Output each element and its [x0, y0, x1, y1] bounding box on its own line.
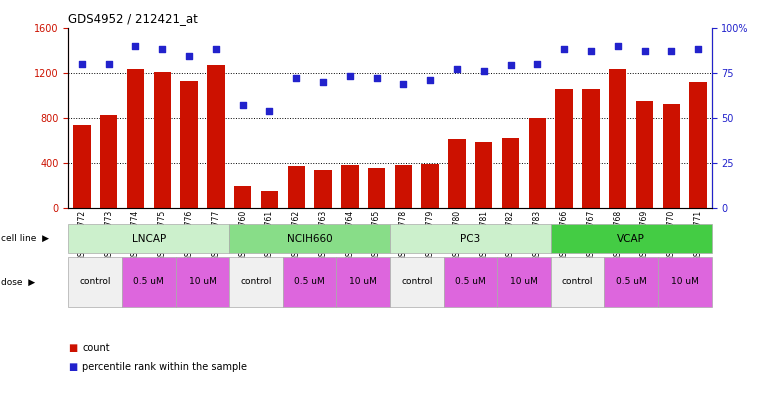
Bar [395, 165, 412, 208]
Bar [100, 114, 117, 208]
Point [344, 73, 356, 79]
Bar [422, 163, 439, 208]
Point [531, 61, 543, 67]
Bar [73, 125, 91, 208]
Bar [390, 257, 444, 307]
Bar [529, 118, 546, 208]
Point [237, 102, 249, 108]
Bar [636, 101, 653, 208]
Bar [582, 88, 600, 208]
Bar [663, 104, 680, 208]
Bar [314, 170, 332, 208]
Text: cell line  ▶: cell line ▶ [1, 234, 49, 243]
Bar [122, 257, 176, 307]
Bar [283, 257, 336, 307]
Point [612, 42, 624, 49]
Text: 0.5 uM: 0.5 uM [133, 277, 164, 286]
Text: 10 uM: 10 uM [670, 277, 699, 286]
Text: 0.5 uM: 0.5 uM [616, 277, 647, 286]
Text: NCIH660: NCIH660 [287, 234, 333, 244]
Point [210, 46, 222, 52]
Text: LNCAP: LNCAP [132, 234, 166, 244]
Bar [689, 82, 707, 208]
Bar [390, 224, 551, 253]
Text: 0.5 uM: 0.5 uM [455, 277, 486, 286]
Bar [127, 69, 144, 208]
Text: percentile rank within the sample: percentile rank within the sample [82, 362, 247, 373]
Point [585, 48, 597, 54]
Point [371, 75, 383, 81]
Point [156, 46, 168, 52]
Point [317, 79, 329, 85]
Text: PC3: PC3 [460, 234, 480, 244]
Text: 0.5 uM: 0.5 uM [295, 277, 325, 286]
Text: 10 uM: 10 uM [510, 277, 538, 286]
Point [129, 42, 142, 49]
Point [505, 62, 517, 69]
Point [103, 61, 115, 67]
Point [558, 46, 570, 52]
Bar [336, 257, 390, 307]
Bar [444, 257, 497, 307]
Bar [551, 257, 604, 307]
Point [478, 68, 490, 74]
Bar [341, 165, 358, 208]
Bar [288, 167, 305, 208]
Bar [475, 141, 492, 208]
Bar [658, 257, 712, 307]
Point [290, 75, 302, 81]
Bar [368, 167, 385, 208]
Bar [448, 140, 466, 208]
Bar [604, 257, 658, 307]
Bar [154, 72, 171, 208]
Point [76, 61, 88, 67]
Bar [68, 257, 122, 307]
Bar [229, 224, 390, 253]
Text: 10 uM: 10 uM [189, 277, 216, 286]
Text: VCAP: VCAP [617, 234, 645, 244]
Bar [176, 257, 229, 307]
Text: control: control [80, 277, 111, 286]
Point [692, 46, 704, 52]
Bar [207, 65, 224, 208]
Point [424, 77, 436, 83]
Point [638, 48, 651, 54]
Point [263, 108, 275, 114]
Bar [501, 138, 519, 208]
Point [183, 53, 195, 60]
Text: ■: ■ [68, 362, 78, 373]
Bar [556, 88, 573, 208]
Text: dose  ▶: dose ▶ [1, 277, 35, 286]
Text: ■: ■ [68, 343, 78, 353]
Text: control: control [240, 277, 272, 286]
Bar [234, 185, 251, 208]
Bar [497, 257, 551, 307]
Bar [68, 224, 229, 253]
Bar [229, 257, 283, 307]
Text: control: control [401, 277, 432, 286]
Point [397, 81, 409, 87]
Bar [261, 191, 279, 208]
Point [451, 66, 463, 72]
Bar [551, 224, 712, 253]
Text: GDS4952 / 212421_at: GDS4952 / 212421_at [68, 12, 199, 25]
Bar [609, 69, 626, 208]
Point [665, 48, 677, 54]
Text: count: count [82, 343, 110, 353]
Bar [180, 81, 198, 208]
Text: 10 uM: 10 uM [349, 277, 377, 286]
Text: control: control [562, 277, 594, 286]
